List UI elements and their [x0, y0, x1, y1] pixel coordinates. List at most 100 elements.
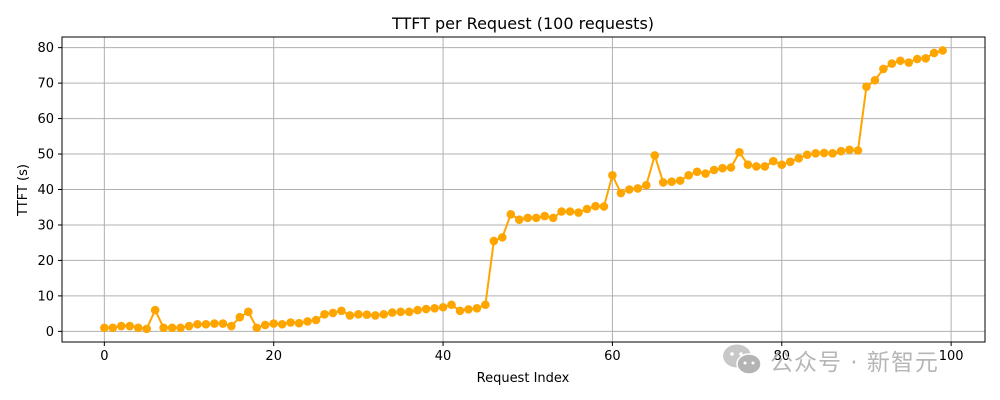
data-point [565, 207, 575, 216]
grid [62, 37, 985, 342]
data-point [506, 210, 516, 219]
data-point [464, 305, 473, 314]
data-point [371, 311, 380, 320]
data-point [887, 59, 897, 68]
data-point [667, 177, 676, 186]
data-point [260, 320, 270, 330]
data-point [523, 213, 533, 223]
data-point [726, 163, 736, 172]
data-point [345, 311, 355, 320]
data-point [269, 319, 279, 328]
data-point [176, 323, 185, 333]
series-line [104, 49, 943, 330]
y-tick-label: 80 [37, 41, 54, 56]
data-point [608, 171, 617, 180]
data-point [489, 236, 499, 246]
data-point [438, 302, 448, 312]
x-tick-label: 60 [604, 349, 621, 364]
data-point [100, 323, 109, 333]
data-point [430, 304, 439, 313]
data-point [870, 75, 880, 85]
data-point [557, 207, 566, 216]
data-point [142, 324, 151, 334]
data-point [320, 310, 329, 319]
data-point [616, 188, 626, 198]
data-point [735, 147, 744, 157]
y-axis: 0 10 20 30 40 50 60 70 80 [37, 41, 62, 340]
y-tick-label: 0 [46, 325, 54, 340]
data-point [150, 305, 160, 315]
data-point [277, 319, 287, 329]
x-tick-label: 0 [100, 349, 108, 364]
data-point [303, 317, 312, 326]
y-tick-label: 50 [37, 148, 54, 163]
data-point [193, 319, 202, 329]
data-point [184, 321, 194, 331]
data-point [658, 178, 668, 187]
data-point [311, 315, 321, 325]
data-point [879, 64, 888, 74]
y-tick-label: 30 [37, 218, 54, 233]
x-tick-label: 80 [773, 349, 790, 364]
data-point [684, 171, 693, 180]
data-point [413, 305, 422, 315]
data-point [286, 318, 295, 327]
wechat-icon [723, 344, 762, 375]
data-point [904, 58, 914, 67]
data-point [641, 180, 651, 190]
y-tick-label: 20 [37, 254, 54, 269]
data-point [514, 215, 524, 224]
data-point [743, 160, 753, 169]
data-point [421, 304, 431, 314]
data-point [116, 321, 126, 331]
data-point [777, 160, 787, 169]
data-point [701, 169, 710, 178]
data-point [210, 319, 219, 328]
data-point [819, 148, 829, 158]
data-point [574, 208, 583, 217]
data-point [599, 202, 609, 211]
x-tick-label: 20 [265, 349, 282, 364]
data-point [404, 307, 414, 317]
data-point [845, 145, 854, 155]
data-point [252, 323, 262, 333]
data-point [582, 204, 592, 214]
x-tick-label: 40 [435, 349, 452, 364]
data-point [387, 308, 397, 317]
data-point [836, 146, 846, 156]
data-point [540, 211, 549, 221]
data-point [498, 233, 507, 242]
data-point [794, 153, 804, 163]
data-point [752, 162, 761, 171]
data-point [633, 184, 643, 193]
data-point [167, 323, 177, 333]
data-point [692, 167, 702, 177]
data-point [929, 48, 939, 58]
watermark: 公众号 · 新智元 [722, 340, 939, 380]
data-point [108, 323, 118, 333]
data-point [548, 213, 558, 223]
data-point [379, 310, 389, 319]
data-point [125, 321, 135, 331]
chart-title: TTFT per Request (100 requests) [391, 14, 654, 33]
y-axis-label: TTFT (s) [16, 164, 31, 217]
series-ttft [100, 46, 947, 334]
data-point [896, 56, 905, 66]
watermark-text: 公众号 · 新智元 [770, 350, 939, 376]
y-tick-label: 40 [37, 183, 54, 198]
data-point [709, 165, 719, 175]
x-axis-label: Request Index [477, 371, 570, 386]
data-point [294, 318, 304, 328]
data-point [159, 323, 168, 333]
data-point [802, 150, 812, 160]
data-point [455, 306, 465, 316]
data-point [531, 213, 541, 223]
data-point [938, 46, 947, 55]
y-tick-label: 60 [37, 112, 54, 127]
data-point [201, 319, 211, 329]
data-point [853, 146, 863, 155]
data-point [243, 307, 253, 317]
data-point [337, 306, 346, 316]
data-point [650, 151, 660, 160]
